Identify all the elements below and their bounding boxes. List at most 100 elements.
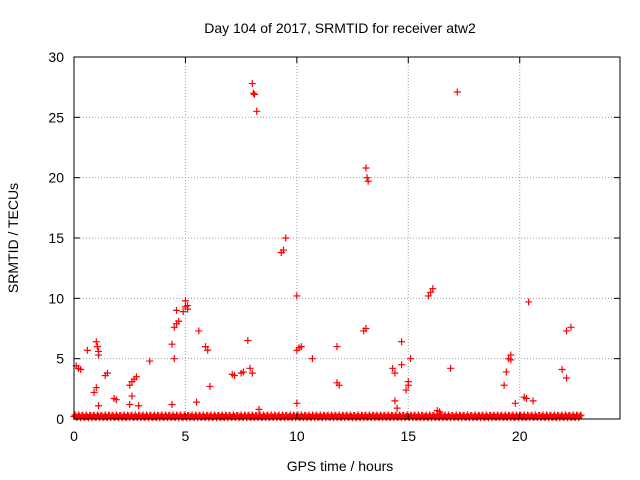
data-point: [95, 351, 103, 359]
data-point: [168, 340, 176, 348]
data-point: [204, 346, 212, 354]
data-point: [170, 355, 178, 363]
data-point: [179, 308, 187, 316]
data-point: [246, 364, 254, 372]
data-point: [362, 164, 370, 172]
data-point: [95, 402, 103, 410]
data-point: [529, 397, 537, 405]
baseline-point: [577, 411, 585, 419]
data-point: [293, 292, 301, 300]
y-tick-label: 15: [48, 230, 64, 246]
data-point: [364, 177, 372, 185]
data-point: [502, 368, 510, 376]
data-point: [435, 408, 443, 416]
data-point: [92, 384, 100, 392]
data-point: [128, 392, 136, 400]
data-point: [447, 364, 455, 372]
data-point: [335, 381, 343, 389]
x-tick-label: 5: [182, 428, 190, 444]
data-point: [230, 372, 238, 380]
data-point: [429, 285, 437, 293]
data-point: [201, 343, 209, 351]
data-point: [363, 174, 371, 182]
data-point: [126, 381, 134, 389]
y-tick-label: 5: [56, 351, 64, 367]
data-point: [525, 298, 533, 306]
data-point: [453, 88, 461, 96]
data-point: [175, 317, 183, 325]
data-point: [206, 382, 214, 390]
data-point: [391, 397, 399, 405]
data-point: [398, 361, 406, 369]
x-tick-label: 15: [400, 428, 416, 444]
data-point: [362, 325, 370, 332]
data-point: [184, 305, 192, 313]
data-point: [398, 338, 406, 346]
data-point: [170, 323, 178, 331]
data-point: [239, 368, 247, 376]
data-point: [255, 405, 263, 413]
x-tick-label: 20: [512, 428, 528, 444]
x-axis-label: GPS time / hours: [287, 458, 394, 474]
data-point: [90, 388, 98, 396]
data-point: [93, 343, 101, 351]
data-point: [193, 398, 201, 406]
data-point: [427, 288, 435, 296]
data-point: [279, 246, 287, 254]
data-point: [77, 366, 85, 374]
grid-lines: [74, 57, 620, 419]
data-point: [293, 399, 301, 407]
data-point: [500, 381, 508, 389]
data-point: [282, 234, 290, 242]
data-point: [244, 337, 252, 345]
data-point: [132, 373, 140, 381]
data-point: [83, 346, 91, 354]
data-point: [391, 369, 399, 377]
data-point: [103, 369, 111, 377]
y-tick-label: 30: [48, 49, 64, 65]
data-point: [404, 378, 412, 386]
y-tick-label: 25: [48, 109, 64, 125]
data-point: [424, 292, 432, 300]
data-point: [308, 355, 316, 363]
data-point: [567, 323, 575, 331]
data-point: [333, 343, 341, 351]
data-point: [146, 357, 154, 365]
data-point: [297, 343, 305, 351]
data-point: [135, 402, 143, 410]
data-point: [112, 396, 120, 404]
data-point: [168, 401, 176, 409]
data-point: [393, 404, 401, 412]
data-point: [507, 356, 515, 364]
y-tick-label: 20: [48, 170, 64, 186]
data-point: [522, 394, 530, 402]
data-point: [195, 327, 203, 335]
data-point: [248, 369, 256, 377]
data-point: [511, 399, 519, 407]
y-tick-label: 10: [48, 290, 64, 306]
data-point: [563, 374, 571, 382]
data-point: [92, 338, 100, 346]
data-point: [249, 89, 257, 97]
data-point: [253, 107, 261, 115]
baseline-point: [576, 412, 584, 420]
data-point: [251, 90, 259, 98]
data-points: [72, 80, 575, 416]
data-point: [389, 364, 397, 372]
x-tick-label: 10: [289, 428, 305, 444]
data-point: [181, 297, 189, 305]
data-point: [173, 306, 181, 314]
y-axis-label: SRMTID / TECUs: [5, 183, 21, 293]
tick-labels: 0 5 10 15 20 0 5 10 15 20 25 30: [48, 49, 527, 444]
data-point: [402, 386, 410, 394]
data-point: [248, 80, 256, 88]
chart-title: Day 104 of 2017, SRMTID for receiver atw…: [204, 20, 476, 36]
baseline-points: [70, 411, 585, 422]
data-point: [563, 327, 571, 335]
y-tick-label: 0: [56, 411, 64, 427]
data-point: [558, 366, 566, 374]
axes: [73, 56, 621, 420]
data-point: [126, 401, 134, 409]
x-tick-label: 0: [70, 428, 78, 444]
